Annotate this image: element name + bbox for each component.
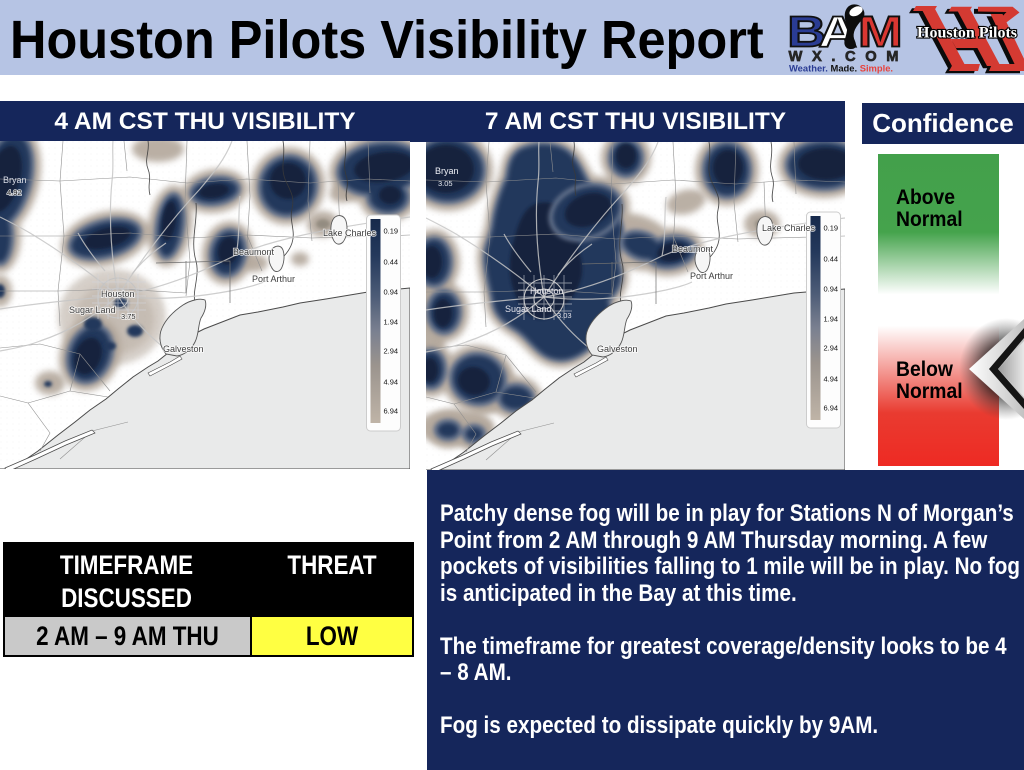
svg-text:Beaumont: Beaumont xyxy=(672,244,714,254)
svg-text:Houston Pilots: Houston Pilots xyxy=(917,25,1017,42)
svg-text:Weather. Made. Simple.: Weather. Made. Simple. xyxy=(789,63,893,74)
svg-text:0.19: 0.19 xyxy=(384,227,399,236)
svg-text:4.92: 4.92 xyxy=(7,188,22,197)
svg-text:M: M xyxy=(858,8,903,56)
svg-text:Beaumont: Beaumont xyxy=(233,247,275,257)
svg-text:Bryan: Bryan xyxy=(435,166,459,176)
svg-text:2.94: 2.94 xyxy=(824,344,839,353)
svg-text:Sugar Land: Sugar Land xyxy=(505,304,552,314)
svg-text:4.94: 4.94 xyxy=(824,375,839,384)
svg-text:0.94: 0.94 xyxy=(384,288,399,297)
svg-text:Houston: Houston xyxy=(530,286,564,296)
svg-text:0.44: 0.44 xyxy=(824,255,839,264)
svg-text:4.94: 4.94 xyxy=(384,378,399,387)
svg-text:Galveston: Galveston xyxy=(163,344,204,354)
svg-text:1.94: 1.94 xyxy=(824,315,839,324)
svg-text:Bryan: Bryan xyxy=(3,175,27,185)
svg-text:Galveston: Galveston xyxy=(597,344,638,354)
svg-text:2.94: 2.94 xyxy=(384,347,399,356)
svg-text:0.19: 0.19 xyxy=(824,224,839,233)
svg-text:1.94: 1.94 xyxy=(384,318,399,327)
svg-text:0.94: 0.94 xyxy=(824,285,839,294)
svg-text:6.94: 6.94 xyxy=(824,404,839,413)
svg-text:0.44: 0.44 xyxy=(384,258,399,267)
svg-text:Port Arthur: Port Arthur xyxy=(690,271,733,281)
svg-text:3.75: 3.75 xyxy=(121,312,136,321)
svg-text:3.05: 3.05 xyxy=(438,179,453,188)
svg-text:WX.COM: WX.COM xyxy=(789,49,909,65)
svg-text:Lake Charles: Lake Charles xyxy=(762,223,816,233)
svg-text:Lake Charles: Lake Charles xyxy=(323,228,377,238)
svg-text:Sugar Land: Sugar Land xyxy=(69,305,116,315)
svg-text:Houston: Houston xyxy=(101,289,135,299)
svg-text:3.03: 3.03 xyxy=(557,311,572,320)
svg-text:6.94: 6.94 xyxy=(384,407,399,416)
svg-text:Port Arthur: Port Arthur xyxy=(252,274,295,284)
svg-text:B: B xyxy=(787,8,826,56)
